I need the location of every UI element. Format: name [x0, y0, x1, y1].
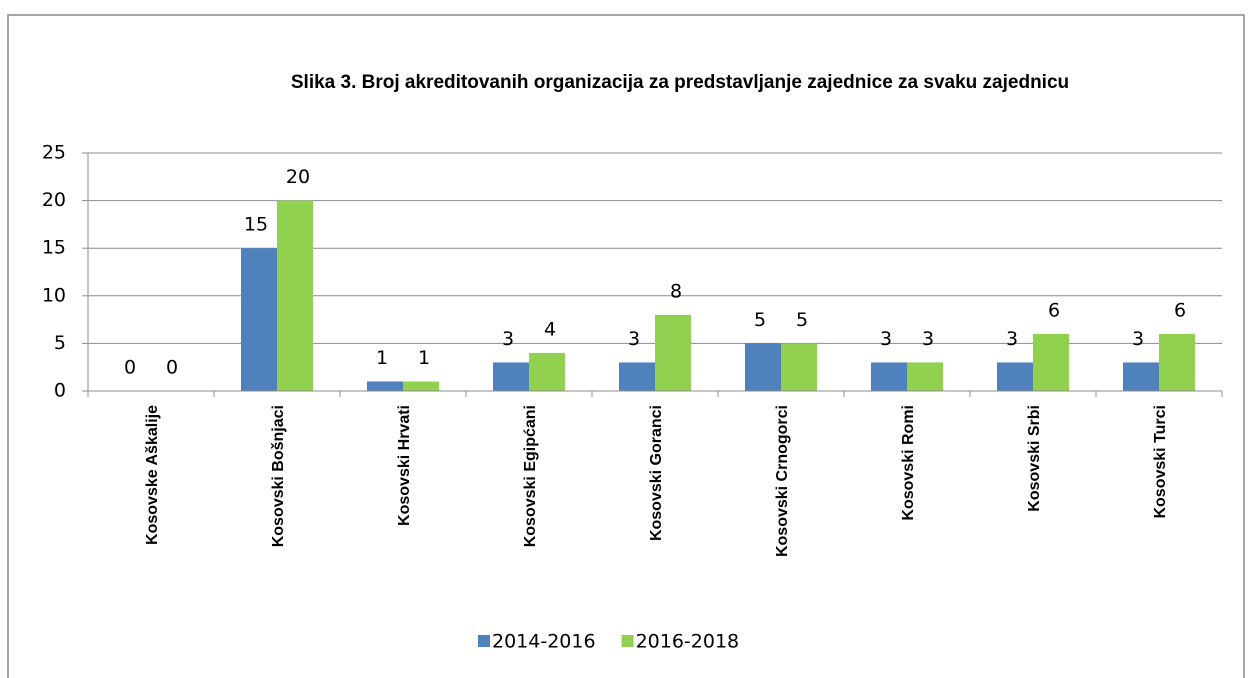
data-label: 3 [880, 328, 892, 350]
bar [529, 352, 565, 391]
bar [403, 381, 439, 391]
data-label: 3 [922, 328, 934, 350]
data-label: 3 [628, 328, 640, 350]
data-label: 5 [796, 309, 808, 331]
legend-swatch [621, 635, 634, 647]
data-label: 6 [1048, 299, 1060, 321]
x-tick-label: Kosovski Turci [1152, 405, 1169, 519]
x-tick-label: Kosovski Goranci [648, 405, 665, 541]
data-label: 5 [754, 309, 766, 331]
bar [655, 314, 691, 391]
data-label: 1 [376, 347, 388, 369]
legend-label: 2016-2018 [636, 631, 740, 653]
bar [871, 362, 907, 391]
bar [619, 362, 655, 391]
bar [781, 343, 817, 391]
data-label: 1 [418, 347, 430, 369]
legend-label: 2014-2016 [492, 631, 596, 653]
y-tick-label: 5 [54, 332, 66, 354]
bar [493, 362, 529, 391]
x-tick-label: Kosovski Hrvati [396, 405, 413, 526]
data-label: 0 [166, 357, 178, 379]
legend-swatch [478, 635, 490, 647]
x-tick-label: Kosovski Crnogorci [774, 405, 791, 557]
data-label: 3 [1006, 328, 1018, 350]
y-tick-label: 20 [42, 189, 66, 211]
data-label: 6 [1174, 299, 1186, 321]
bar [1033, 333, 1069, 391]
bar [1159, 333, 1195, 391]
bar [745, 343, 781, 391]
x-tick-label: Kosovski Srbi [1026, 405, 1043, 512]
data-label: 0 [124, 357, 136, 379]
bar [277, 200, 313, 391]
bar [1123, 362, 1159, 391]
data-label: 20 [286, 166, 310, 188]
y-tick-label: 0 [54, 380, 66, 402]
bar [367, 381, 403, 391]
y-tick-label: 10 [42, 284, 66, 306]
data-label: 3 [1132, 328, 1144, 350]
data-label: 8 [670, 280, 682, 302]
x-tick-label: Kosovske Aškalije [144, 405, 161, 545]
bar [241, 248, 277, 391]
y-tick-label: 15 [42, 237, 66, 259]
data-label: 4 [544, 318, 556, 340]
x-tick-label: Kosovski Romi [900, 405, 917, 521]
y-tick-label: 25 [42, 142, 66, 164]
data-label: 15 [244, 214, 268, 236]
bar [997, 362, 1033, 391]
chart-title: Slika 3. Broj akreditovanih organizacija… [291, 72, 1069, 93]
x-tick-label: Kosovski Egipćani [522, 405, 539, 547]
bar [907, 362, 943, 391]
x-tick-label: Kosovski Bošnjaci [270, 405, 287, 547]
data-label: 3 [502, 328, 514, 350]
